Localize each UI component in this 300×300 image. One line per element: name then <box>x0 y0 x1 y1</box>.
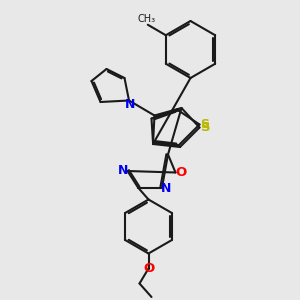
Text: N: N <box>125 98 136 112</box>
Text: S: S <box>200 118 209 131</box>
Text: O: O <box>175 166 187 179</box>
Text: CH₃: CH₃ <box>137 14 155 24</box>
Text: O: O <box>143 262 154 275</box>
Text: N: N <box>161 182 172 196</box>
Text: S: S <box>201 121 210 134</box>
Text: N: N <box>118 164 128 178</box>
